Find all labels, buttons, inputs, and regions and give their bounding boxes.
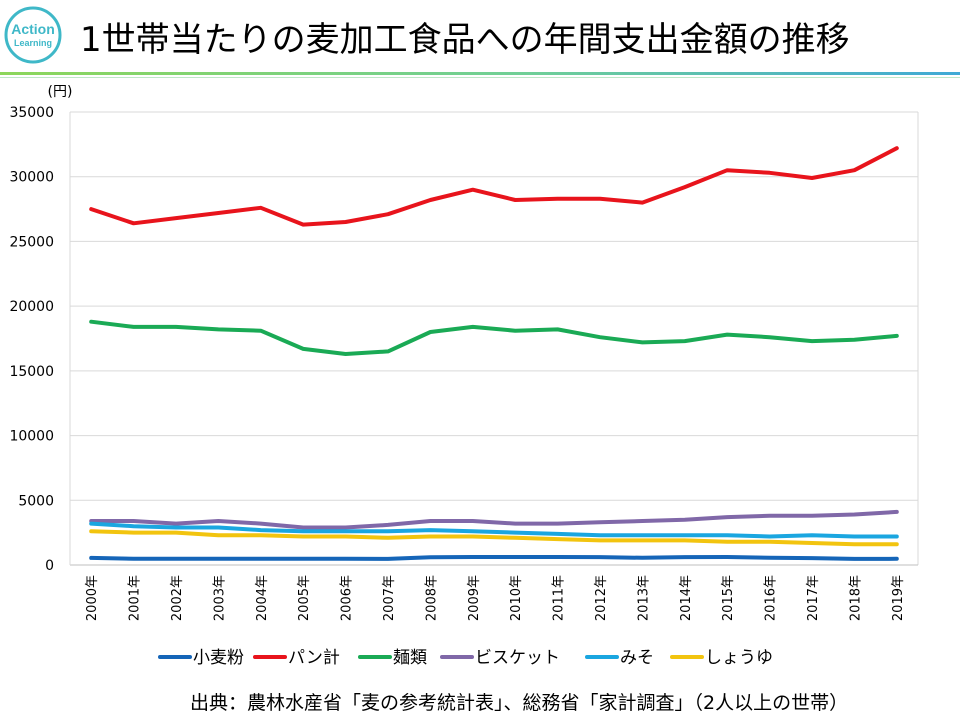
y-unit-label: (円) <box>48 84 73 100</box>
source-note: 出典：農林水産省「麦の参考統計表」、総務省「家計調査」（2人以上の世帯） <box>190 692 849 714</box>
x-tick-labels: 2000年 2001年 2002年 2003年 2004年 2005年 2006年 2007年… <box>85 575 906 621</box>
x-tick-label: 2009年 <box>467 575 482 621</box>
logo-text-action: Action <box>11 21 55 37</box>
y-tick-label: 25000 <box>9 234 54 250</box>
x-tick-label: 2007年 <box>382 575 397 621</box>
series-line <box>89 319 899 356</box>
series-line <box>89 529 899 547</box>
series-line <box>89 146 899 227</box>
title-underline <box>0 72 960 78</box>
y-tick-label: 5000 <box>18 493 54 509</box>
logo-ring <box>4 6 62 64</box>
y-tick-label: 15000 <box>9 364 54 380</box>
x-tick-label: 2001年 <box>128 575 143 621</box>
line-chart: (円) 05000100001500020000250003000035000 … <box>9 84 919 668</box>
series-lines <box>89 146 899 561</box>
y-tick-label: 0 <box>45 558 54 574</box>
x-tick-label: 2014年 <box>679 575 694 621</box>
x-tick-label: 2003年 <box>212 575 227 621</box>
x-tick-label: 2002年 <box>170 575 185 621</box>
y-tick-label: 30000 <box>9 170 54 186</box>
y-tick-labels: 0 5000 10000 15000 20000 25000 30000 35000 <box>9 105 54 574</box>
logo-text-learning: Learning <box>14 38 52 48</box>
page-title: 1世帯当たりの麦加工食品への年間支出金額の推移 <box>80 20 850 60</box>
legend-label: みそ <box>620 648 654 668</box>
y-tick-label: 20000 <box>9 299 54 315</box>
title-underline-thin <box>0 77 960 78</box>
x-tick-label: 2010年 <box>509 575 524 621</box>
x-tick-label: 2008年 <box>424 575 439 621</box>
x-tick-label: 2018年 <box>848 575 863 621</box>
grid-lines <box>69 111 919 566</box>
series-line <box>89 555 899 561</box>
x-tick-label: 2012年 <box>594 575 609 621</box>
x-tick-label: 2017年 <box>806 575 821 621</box>
x-tick-label: 2016年 <box>764 575 779 621</box>
x-tick-label: 2011年 <box>552 575 567 621</box>
legend-label: 麺類 <box>393 648 427 668</box>
series-line <box>89 521 899 539</box>
x-tick-label: 2005年 <box>297 575 312 621</box>
x-tick-label: 2013年 <box>636 575 651 621</box>
legend-label: しょうゆ <box>705 648 773 668</box>
x-tick-label: 2015年 <box>721 575 736 621</box>
action-learning-logo: Action Learning <box>4 6 62 64</box>
legend-label: ビスケット <box>475 648 560 668</box>
y-tick-label: 10000 <box>9 429 54 445</box>
x-tick-label: 2006年 <box>340 575 355 621</box>
x-tick-label: 2019年 <box>891 575 906 621</box>
x-tick-label: 2004年 <box>255 575 270 621</box>
y-tick-label: 35000 <box>9 105 54 121</box>
legend-label: パン計 <box>288 648 340 668</box>
legend-label: 小麦粉 <box>193 648 244 668</box>
x-tick-label: 2000年 <box>85 575 100 621</box>
series-line <box>89 509 899 530</box>
legend: 小麦粉 パン計 麺類 ビスケット みそ しょうゆ <box>158 648 773 668</box>
title-underline-bar <box>0 72 960 75</box>
